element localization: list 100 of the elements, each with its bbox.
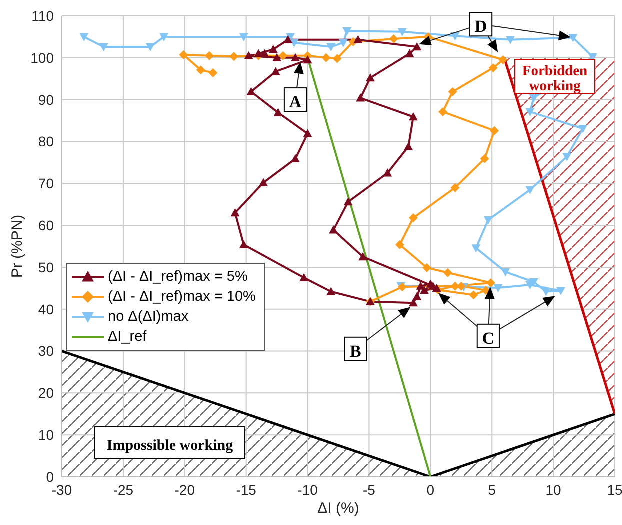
point — [366, 74, 375, 82]
point — [290, 53, 300, 62]
point — [472, 244, 481, 253]
point — [404, 142, 414, 150]
point — [542, 288, 551, 296]
point — [408, 214, 418, 222]
point — [568, 34, 578, 42]
x-tick-label: -15 — [236, 482, 257, 498]
point — [239, 240, 248, 248]
point — [208, 68, 218, 78]
y-tick-label: 10 — [38, 427, 54, 444]
point — [338, 39, 348, 48]
point — [383, 168, 392, 177]
point — [271, 67, 280, 76]
point — [146, 43, 155, 52]
point — [260, 49, 270, 58]
point — [272, 53, 282, 62]
point — [408, 298, 418, 307]
y-tick-label: 100 — [30, 50, 54, 66]
point — [438, 107, 448, 116]
y-tick-label: 20 — [38, 385, 54, 402]
point — [300, 273, 309, 282]
annotation: Forbidden working — [522, 64, 588, 94]
y-tick-label: 80 — [38, 134, 54, 150]
point — [412, 42, 422, 51]
point — [259, 178, 268, 186]
point — [239, 33, 248, 42]
y-tick-label: 110 — [32, 8, 54, 24]
point — [494, 284, 503, 292]
point — [490, 126, 500, 136]
point — [405, 49, 414, 58]
y-tick-label: 90 — [38, 92, 54, 108]
point — [303, 56, 312, 64]
point — [204, 51, 214, 60]
point — [506, 36, 516, 44]
point — [230, 208, 240, 217]
point — [422, 263, 432, 272]
annotation: A — [289, 92, 302, 112]
annotation: C — [482, 329, 495, 348]
x-tick-label: 5 — [488, 482, 496, 498]
point — [160, 33, 168, 42]
point — [526, 186, 535, 194]
point — [196, 66, 206, 75]
point — [246, 87, 256, 96]
point — [469, 290, 478, 300]
point — [329, 226, 338, 234]
point — [230, 52, 239, 62]
point — [354, 35, 363, 44]
x-tick-label: -30 — [52, 482, 72, 498]
x-tick-label: -20 — [174, 482, 196, 498]
x-tick-label: -25 — [113, 482, 134, 498]
point — [529, 94, 538, 103]
point — [412, 292, 422, 300]
point — [450, 183, 460, 192]
point — [274, 108, 283, 116]
y-tick-label: 30 — [38, 343, 54, 360]
point — [501, 268, 510, 277]
point — [420, 286, 430, 294]
point — [408, 112, 418, 121]
point — [389, 34, 398, 44]
point — [480, 154, 490, 164]
point — [179, 50, 188, 60]
x-tick-label: 10 — [546, 482, 562, 498]
y-tick-label: 0 — [46, 468, 54, 485]
point — [303, 129, 312, 138]
point — [443, 268, 452, 278]
point — [99, 43, 108, 52]
point — [326, 43, 336, 52]
x-tick-label: -5 — [362, 482, 376, 498]
y-tick-label: 60 — [38, 218, 54, 234]
legend-label: (ΔI - ΔI_ref)max = 5% — [108, 268, 248, 287]
point — [488, 63, 498, 72]
point — [481, 286, 490, 296]
y-tick-label: 50 — [38, 259, 54, 276]
point — [344, 198, 353, 206]
y-tick-label: 70 — [38, 176, 54, 192]
point — [80, 33, 89, 42]
y-axis-title: Pr (%PN) — [9, 214, 26, 278]
point — [322, 53, 331, 62]
point — [498, 56, 508, 65]
point — [244, 51, 254, 60]
point — [356, 94, 366, 102]
x-axis-title: ΔI (%) — [318, 500, 360, 517]
point — [342, 27, 352, 36]
annotation: Impossible working — [106, 438, 234, 454]
point — [395, 240, 404, 250]
point — [358, 252, 368, 261]
legend-label: no Δ(ΔI)max — [108, 308, 189, 327]
annotation: B — [350, 342, 362, 362]
x-tick-label: 15 — [607, 482, 622, 498]
point — [284, 35, 293, 44]
x-tick-label: -10 — [298, 482, 318, 498]
point — [326, 287, 336, 296]
point — [278, 51, 288, 60]
legend-label: (ΔI - ΔI_ref)max = 10% — [108, 288, 256, 307]
annotation: D — [474, 17, 488, 36]
point — [448, 87, 458, 96]
point — [526, 108, 535, 116]
point — [268, 45, 278, 54]
point — [562, 153, 572, 162]
